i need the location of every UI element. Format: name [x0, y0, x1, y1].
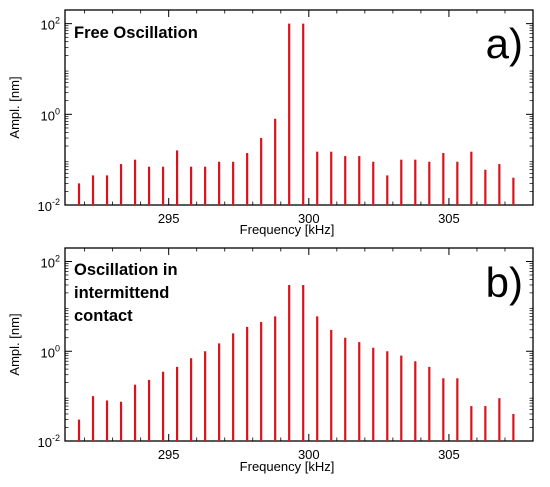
- x-tick-label: 305: [438, 211, 460, 226]
- chart-panel-1: 295 300 305 10-2 100 102 Frequency [kHz] Ampl. …: [7, 9, 534, 237]
- chart-panel-2: 295 300 305 10-2 100 102 Frequency [kHz] Ampl. …: [7, 247, 534, 474]
- y-tick-label: 100: [41, 343, 60, 360]
- y-tick-label: 102: [41, 16, 60, 33]
- panel-annotation: contact: [74, 307, 133, 325]
- x-axis-label: Frequency [kHz]: [240, 459, 335, 474]
- y-tick-label: 10-2: [38, 197, 60, 214]
- x-tick-label: 300: [298, 447, 320, 462]
- plot-frame: [64, 247, 534, 442]
- panel-annotation: Oscillation in: [74, 261, 178, 279]
- y-tick-label: 100: [41, 106, 60, 123]
- x-tick-label: 300: [298, 211, 320, 226]
- panel-annotation: intermittend: [74, 284, 169, 302]
- panel-annotation: Free Oscillation: [74, 24, 198, 42]
- x-tick-label: 295: [158, 447, 180, 462]
- y-tick-label: 10-2: [38, 433, 60, 450]
- y-axis-label: Ampl. [nm]: [7, 76, 22, 138]
- x-tick-label: 295: [158, 211, 180, 226]
- plot-frame: [64, 9, 534, 206]
- y-axis-label: Ampl. [nm]: [7, 313, 22, 375]
- y-tick-label: 102: [41, 254, 60, 271]
- panel-label: b): [486, 259, 523, 306]
- panel-label: a): [486, 20, 523, 67]
- x-axis-label: Frequency [kHz]: [240, 222, 335, 237]
- x-tick-label: 305: [438, 447, 460, 462]
